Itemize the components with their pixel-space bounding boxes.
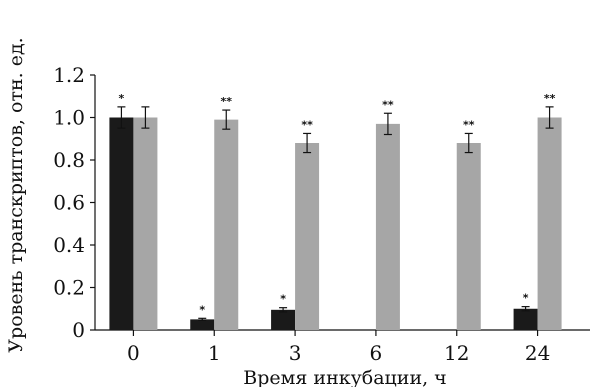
- bar: [190, 319, 215, 330]
- x-tick-label: 3: [289, 341, 302, 365]
- significance-marker: **: [463, 118, 475, 131]
- significance-marker: *: [523, 292, 529, 305]
- significance-marker: **: [220, 95, 232, 108]
- significance-marker: *: [199, 303, 205, 316]
- x-tick-label: 0: [127, 341, 140, 365]
- significance-marker: **: [301, 118, 313, 131]
- bar: [214, 119, 239, 330]
- x-tick-label: 6: [370, 341, 383, 365]
- significance-marker: **: [382, 98, 394, 111]
- x-tick-label: 12: [444, 341, 469, 365]
- x-tick-label: 1: [208, 341, 221, 365]
- y-tick-label: 0: [72, 318, 85, 342]
- y-tick-label: 0.6: [53, 191, 85, 215]
- y-tick-label: 1.2: [53, 63, 85, 87]
- y-tick-label: 0.4: [53, 233, 85, 257]
- x-tick-label: 24: [525, 341, 550, 365]
- x-axis-title: Время инкубации, ч: [243, 367, 447, 387]
- significance-marker: **: [544, 92, 556, 105]
- axes: [90, 74, 590, 336]
- bars: [109, 106, 562, 330]
- bar: [537, 117, 562, 330]
- bar: [375, 123, 400, 330]
- bar: [271, 309, 296, 330]
- significance-marker: *: [119, 92, 125, 105]
- y-axis-title: Уровень транскриптов, отн. ед.: [5, 37, 27, 352]
- y-tick-label: 0.8: [53, 148, 85, 172]
- bar: [513, 308, 538, 330]
- y-tick-label: 1.0: [53, 106, 85, 130]
- labels: 00.20.40.60.81.01.20*1***3***6**12**24**…: [53, 63, 555, 365]
- bar: [456, 143, 481, 330]
- bar: [295, 143, 320, 330]
- bar: [109, 117, 134, 330]
- bar: [133, 117, 158, 330]
- significance-marker: *: [280, 293, 286, 306]
- y-tick-label: 0.2: [53, 276, 85, 300]
